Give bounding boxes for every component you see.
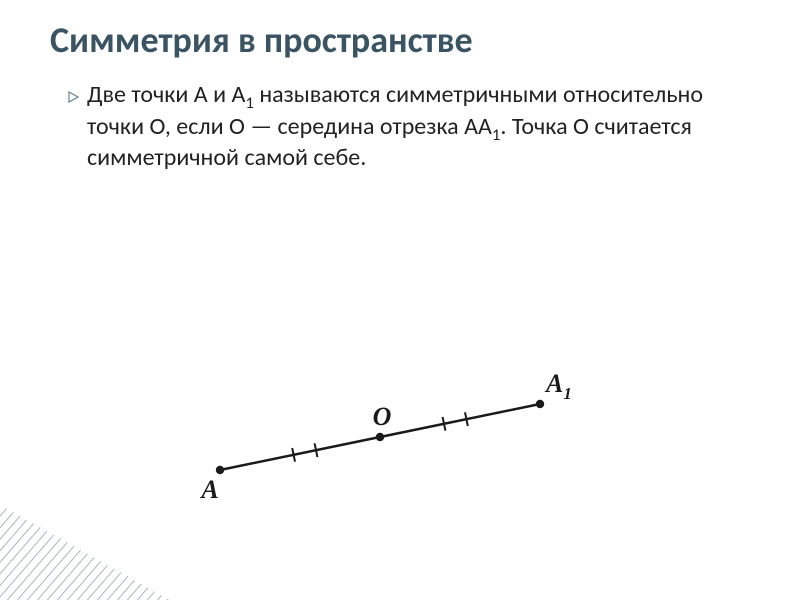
slide: Симметрия в пространстве Две точки А и А… (0, 0, 800, 600)
body-part-1: Две точки А и А (87, 80, 245, 109)
body-block: Две точки А и А1 называются симметричным… (68, 79, 750, 173)
bullet-triangle-icon (68, 89, 79, 108)
line-segment-diagram: A O A1 (160, 335, 600, 515)
svg-text:A: A (199, 475, 218, 504)
body-text: Две точки А и А1 называются симметричным… (87, 79, 727, 173)
slide-title: Симметрия в пространстве (50, 20, 750, 61)
corner-decoration (0, 490, 175, 600)
svg-text:O: O (373, 402, 392, 431)
svg-text:A1: A1 (544, 369, 572, 403)
body-sub-1: 1 (245, 92, 254, 113)
